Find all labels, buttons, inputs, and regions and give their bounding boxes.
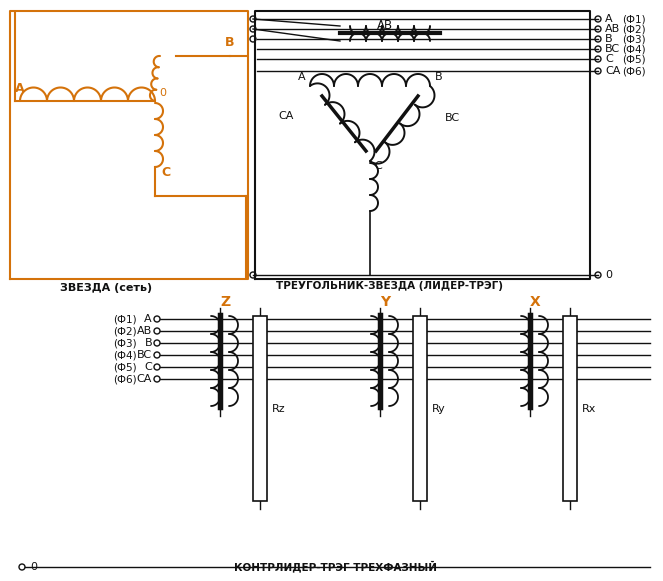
Text: (Ф3): (Ф3) <box>113 338 137 348</box>
Text: AB: AB <box>377 19 393 32</box>
Text: (Ф1): (Ф1) <box>113 314 137 324</box>
Text: (Ф6): (Ф6) <box>113 374 137 384</box>
Text: (Ф5): (Ф5) <box>622 54 646 64</box>
Text: B: B <box>225 35 235 48</box>
Text: (Ф6): (Ф6) <box>622 66 646 76</box>
Text: A: A <box>298 72 306 82</box>
Text: A: A <box>15 83 25 95</box>
Text: (Ф4): (Ф4) <box>113 350 137 360</box>
Text: A: A <box>605 14 613 24</box>
Text: 0: 0 <box>30 562 37 572</box>
Text: B: B <box>605 34 613 44</box>
Text: Ry: Ry <box>432 404 446 414</box>
Text: (Ф3): (Ф3) <box>622 34 646 44</box>
Text: Rx: Rx <box>582 404 597 414</box>
Text: C: C <box>374 161 382 171</box>
Text: ТРЕУГОЛЬНИК-ЗВЕЗДА (ЛИДЕР-ТРЭГ): ТРЕУГОЛЬНИК-ЗВЕЗДА (ЛИДЕР-ТРЭГ) <box>276 281 503 291</box>
Text: КОНТРЛИДЕР-ТРЭГ ТРЕХФАЗНЫЙ: КОНТРЛИДЕР-ТРЭГ ТРЕХФАЗНЫЙ <box>233 560 436 572</box>
Text: (Ф4): (Ф4) <box>622 44 646 54</box>
Text: (Ф2): (Ф2) <box>622 24 646 34</box>
Bar <box>563 316 577 501</box>
Text: (Ф5): (Ф5) <box>113 362 137 372</box>
Bar <box>413 316 427 501</box>
Text: Z: Z <box>220 295 230 309</box>
Text: (Ф1): (Ф1) <box>622 14 646 24</box>
Text: AB: AB <box>605 24 621 34</box>
Text: B: B <box>435 72 443 82</box>
Text: 0: 0 <box>605 270 612 280</box>
Text: CA: CA <box>137 374 152 384</box>
Text: BC: BC <box>137 350 152 360</box>
Text: AB: AB <box>137 326 152 336</box>
Text: BC: BC <box>445 113 460 123</box>
Text: Y: Y <box>380 295 390 309</box>
Text: C: C <box>605 54 613 64</box>
Text: Rz: Rz <box>272 404 286 414</box>
Text: B: B <box>145 338 152 348</box>
Text: X: X <box>530 295 540 309</box>
Text: (Ф2): (Ф2) <box>113 326 137 336</box>
Text: C: C <box>145 362 152 372</box>
Text: C: C <box>161 166 170 179</box>
Text: CA: CA <box>605 66 621 76</box>
Text: A: A <box>145 314 152 324</box>
Text: BC: BC <box>605 44 620 54</box>
Text: ЗВЕЗДА (сеть): ЗВЕЗДА (сеть) <box>60 283 152 293</box>
Bar <box>253 316 267 501</box>
Text: CA: CA <box>278 111 293 121</box>
Text: 0: 0 <box>159 88 166 98</box>
